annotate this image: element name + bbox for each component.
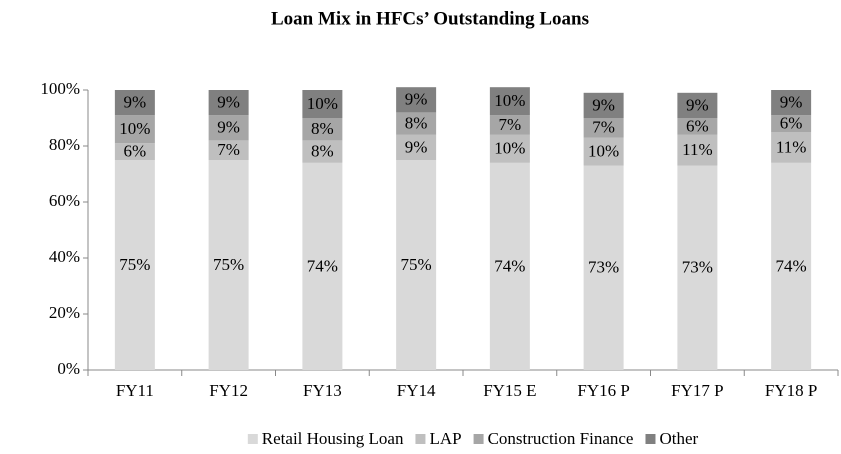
data-label: 9%: [780, 93, 803, 112]
data-label: 8%: [311, 142, 334, 161]
data-label: 10%: [494, 139, 525, 158]
bar-segment: [489, 115, 530, 135]
data-label: 73%: [682, 258, 713, 277]
y-tick-label: 20%: [49, 303, 80, 322]
chart-title: Loan Mix in HFCs’ Outstanding Loans: [271, 8, 589, 29]
bar-segment: [583, 165, 624, 370]
y-tick-label: 0%: [57, 359, 80, 378]
legend-label: LAP: [429, 429, 461, 448]
data-label: 9%: [217, 118, 240, 137]
bar-segment: [208, 115, 249, 141]
bar-segment: [583, 137, 624, 166]
bar-segment: [114, 160, 155, 370]
bar-segment: [396, 160, 437, 370]
data-label: 8%: [405, 114, 428, 133]
x-tick-label: FY14: [397, 381, 436, 400]
data-label: 9%: [592, 95, 615, 114]
data-label: 75%: [119, 255, 150, 274]
x-tick-label: FY16 P: [577, 381, 629, 400]
bar-segment: [677, 165, 718, 370]
bar-segment: [771, 90, 812, 116]
data-label: 8%: [311, 119, 334, 138]
data-label: 7%: [217, 140, 240, 159]
bar-segment: [208, 160, 249, 370]
legend-label: Construction Finance: [488, 429, 634, 448]
data-label: 10%: [119, 119, 150, 138]
bar-segment: [771, 162, 812, 370]
y-tick-label: 100%: [40, 79, 80, 98]
bar-segment: [771, 115, 812, 132]
x-tick-label: FY13: [303, 381, 342, 400]
x-tick-label: FY18 P: [765, 381, 817, 400]
data-label: 74%: [307, 256, 338, 275]
bar-segment: [583, 118, 624, 138]
legend-swatch: [415, 434, 426, 444]
bar-segment: [396, 87, 437, 113]
data-label: 6%: [780, 114, 803, 133]
bar-segment: [114, 115, 155, 144]
x-tick-label: FY17 P: [671, 381, 723, 400]
bar-segment: [771, 132, 812, 163]
data-label: 10%: [494, 91, 525, 110]
data-label: 11%: [776, 137, 807, 156]
bar-segment: [302, 118, 343, 141]
data-label: 10%: [307, 94, 338, 113]
bar-segment: [208, 140, 249, 160]
bar-segment: [114, 90, 155, 116]
bar-segment: [302, 90, 343, 118]
x-tick-label: FY11: [116, 381, 154, 400]
y-tick-label: 60%: [49, 191, 80, 210]
data-label: 7%: [592, 118, 615, 137]
data-label: 9%: [405, 137, 428, 156]
data-label: 74%: [494, 256, 525, 275]
y-tick-label: 40%: [49, 247, 80, 266]
bar-segment: [302, 162, 343, 370]
data-label: 75%: [401, 255, 432, 274]
data-label: 6%: [124, 142, 147, 161]
bar-segment: [677, 118, 718, 135]
bar-segment: [489, 134, 530, 163]
legend-label: Other: [659, 429, 698, 448]
x-tick-label: FY15 E: [483, 381, 536, 400]
bar-segment: [677, 92, 718, 118]
data-label: 74%: [776, 256, 807, 275]
data-label: 9%: [686, 95, 709, 114]
data-label: 11%: [682, 140, 713, 159]
legend-swatch: [645, 434, 656, 444]
data-label: 10%: [588, 142, 619, 161]
bar-segment: [396, 134, 437, 160]
data-label: 9%: [124, 93, 147, 112]
legend-swatch: [247, 434, 258, 444]
data-label: 9%: [405, 90, 428, 109]
x-tick-label: FY12: [209, 381, 248, 400]
data-label: 75%: [213, 255, 244, 274]
bar-segment: [677, 134, 718, 166]
legend-label: Retail Housing Loan: [262, 429, 404, 448]
bar-segment: [396, 112, 437, 135]
bar-segment: [583, 92, 624, 118]
legend-swatch: [473, 434, 484, 444]
data-label: 7%: [499, 115, 522, 134]
bar-segment: [208, 90, 249, 116]
bar-segment: [489, 87, 530, 116]
y-tick-label: 80%: [49, 135, 80, 154]
data-label: 6%: [686, 116, 709, 135]
bar-segment: [489, 162, 530, 370]
bar-segment: [302, 140, 343, 163]
data-label: 9%: [217, 93, 240, 112]
data-label: 73%: [588, 258, 619, 277]
bar-segment: [114, 143, 155, 160]
